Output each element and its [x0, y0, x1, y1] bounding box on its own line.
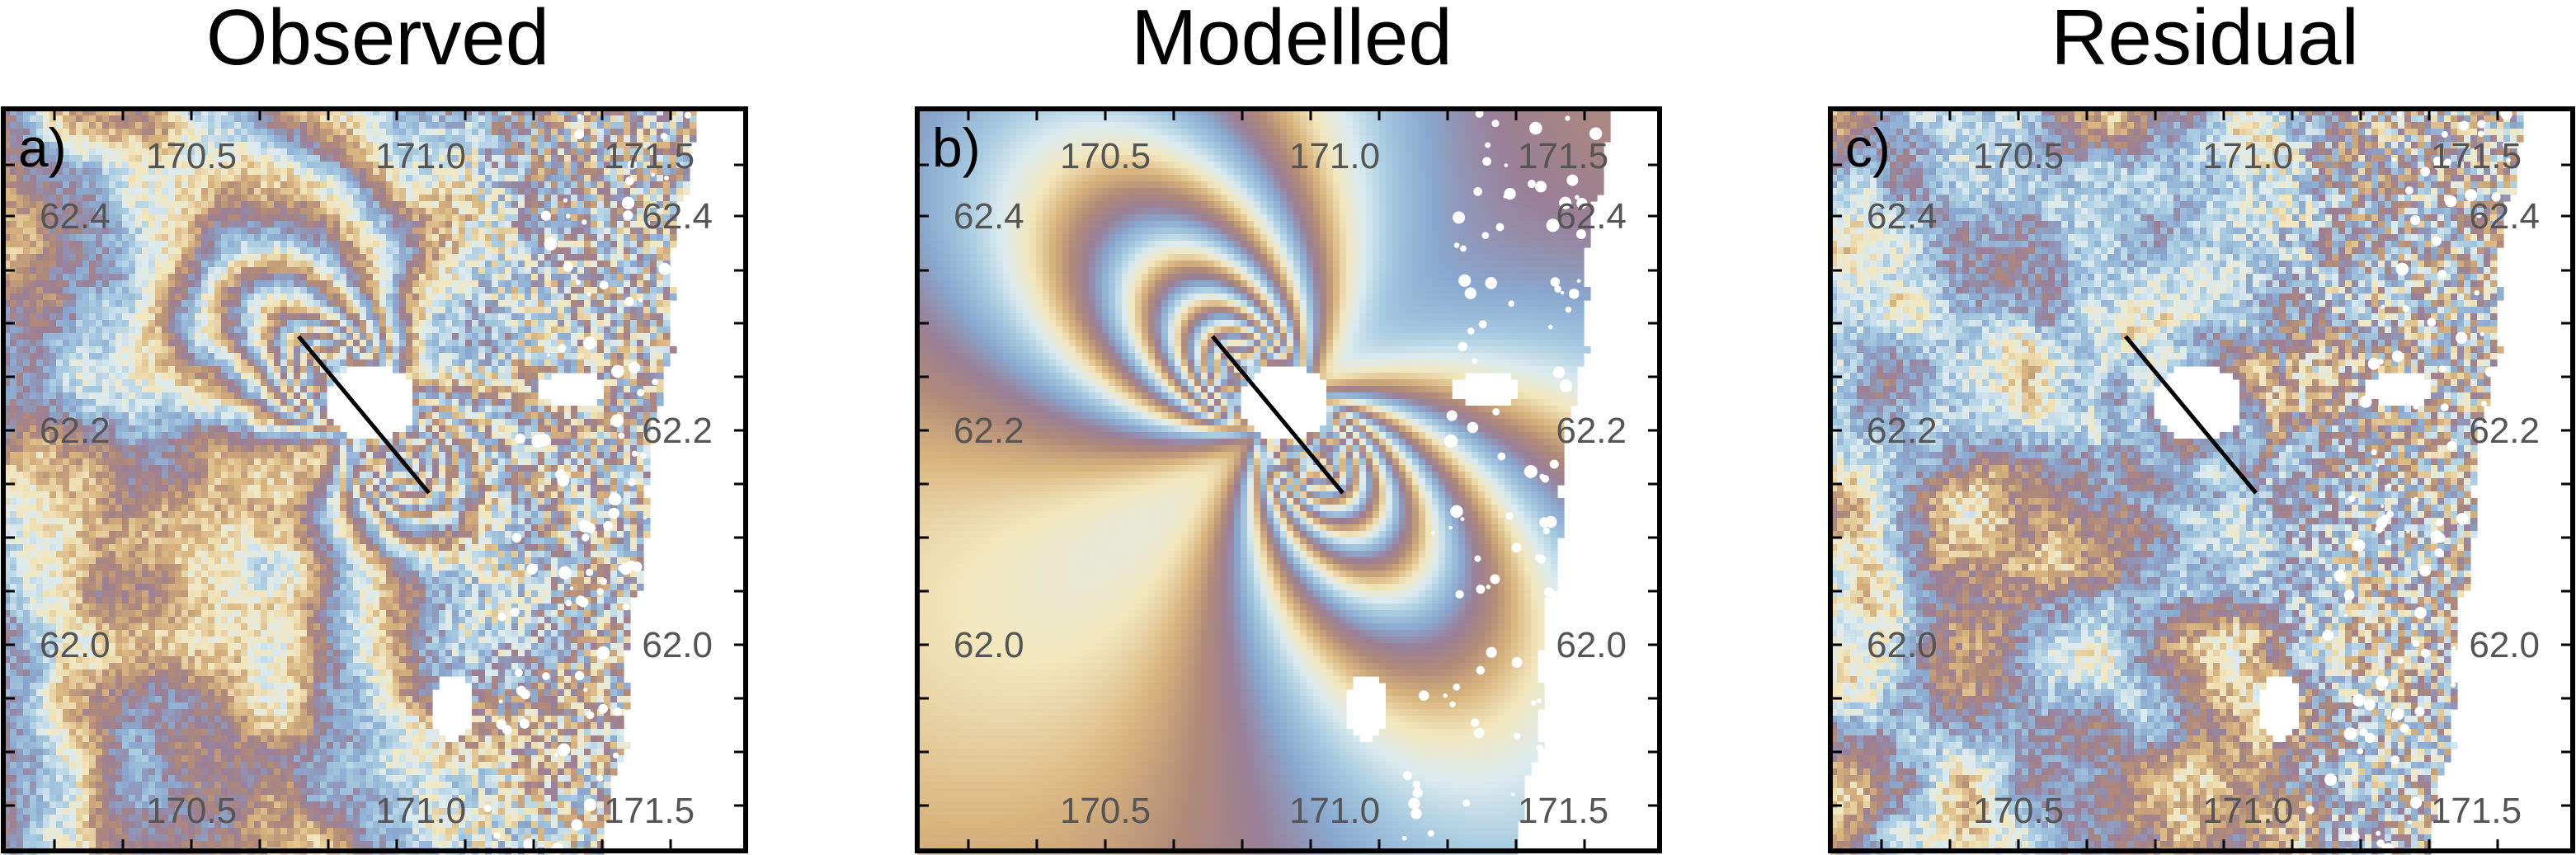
lat-tick-label-left: 62.0	[954, 625, 1024, 665]
lon-tick-label-top: 171.0	[2202, 136, 2293, 176]
lat-tick-label-left: 62.4	[1867, 196, 1938, 237]
lat-tick-label-right: 62.2	[642, 411, 713, 451]
lon-tick-label-bottom: 171.0	[2202, 791, 2293, 831]
lon-tick-label-top: 171.5	[604, 136, 695, 176]
map-observed: 170.5 171.0 171.5 170.5 171.0 171.5 62.4 62.2 62…	[1, 106, 748, 855]
lon-tick-label-top: 171.0	[375, 136, 466, 176]
map-modelled: 170.5 171.0 171.5 170.5 171.0 171.5 62.4 62.2 62…	[915, 106, 1662, 855]
lat-tick-label-right: 62.0	[642, 625, 713, 665]
map-frame	[1828, 106, 2575, 853]
fault-trace	[2124, 335, 2258, 495]
lat-tick-label-right: 62.4	[1556, 196, 1627, 237]
lat-tick-label-right: 62.4	[642, 196, 713, 237]
lon-tick-label-bottom: 171.5	[604, 791, 695, 831]
lon-tick-label-bottom: 170.5	[1973, 791, 2064, 831]
lon-tick-label-bottom: 170.5	[146, 791, 237, 831]
lon-tick-label-bottom: 171.5	[2431, 791, 2522, 831]
panel-modelled: Modelled 170.5 171.0 171.5 170.5 171.0 171.5 6…	[914, 0, 1669, 855]
lat-tick-label-left: 62.2	[954, 411, 1024, 451]
lon-tick-label-top: 170.5	[146, 136, 237, 176]
lon-tick-label-top: 171.5	[1518, 136, 1608, 176]
panel-letter: b)	[932, 117, 981, 178]
lon-tick-label-bottom: 170.5	[1060, 791, 1151, 831]
panel-observed: Observed 170.5 171.0 171.5 170.5 171.0 171.5 6…	[0, 0, 756, 855]
lon-tick-label-bottom: 171.5	[1518, 791, 1608, 831]
map-frame	[915, 106, 1662, 853]
lat-tick-label-left: 62.4	[40, 196, 111, 237]
panel-letter: c)	[1845, 117, 1891, 178]
lat-tick-label-left: 62.4	[954, 196, 1024, 237]
lat-tick-label-left: 62.2	[1867, 411, 1938, 451]
lat-tick-label-right: 62.0	[1556, 625, 1627, 665]
lat-tick-label-left: 62.0	[1867, 625, 1938, 665]
lat-tick-label-right: 62.2	[1556, 411, 1627, 451]
lon-tick-label-top: 171.5	[2431, 136, 2522, 176]
panel-residual: Residual 170.5 171.0 171.5 170.5 171.0 171.5 6…	[1827, 0, 2576, 855]
lat-tick-label-right: 62.4	[2469, 196, 2540, 237]
panel-title: Modelled	[914, 0, 1669, 92]
lat-tick-label-left: 62.0	[40, 625, 111, 665]
fault-trace	[297, 335, 431, 495]
lon-tick-label-top: 170.5	[1060, 136, 1151, 176]
lat-tick-label-right: 62.2	[2469, 411, 2540, 451]
map-residual: 170.5 171.0 171.5 170.5 171.0 171.5 62.4 62.2 62…	[1828, 106, 2575, 855]
lat-tick-label-right: 62.0	[2469, 625, 2540, 665]
lat-tick-label-left: 62.2	[40, 411, 111, 451]
fault-trace	[1211, 335, 1345, 495]
panel-letter: a)	[18, 117, 67, 178]
lon-tick-label-top: 171.0	[1289, 136, 1380, 176]
lon-tick-label-top: 170.5	[1973, 136, 2064, 176]
lon-tick-label-bottom: 171.0	[1289, 791, 1380, 831]
panel-title: Observed	[0, 0, 756, 92]
lon-tick-label-bottom: 171.0	[375, 791, 466, 831]
panel-title: Residual	[1827, 0, 2576, 92]
map-frame	[1, 106, 748, 853]
